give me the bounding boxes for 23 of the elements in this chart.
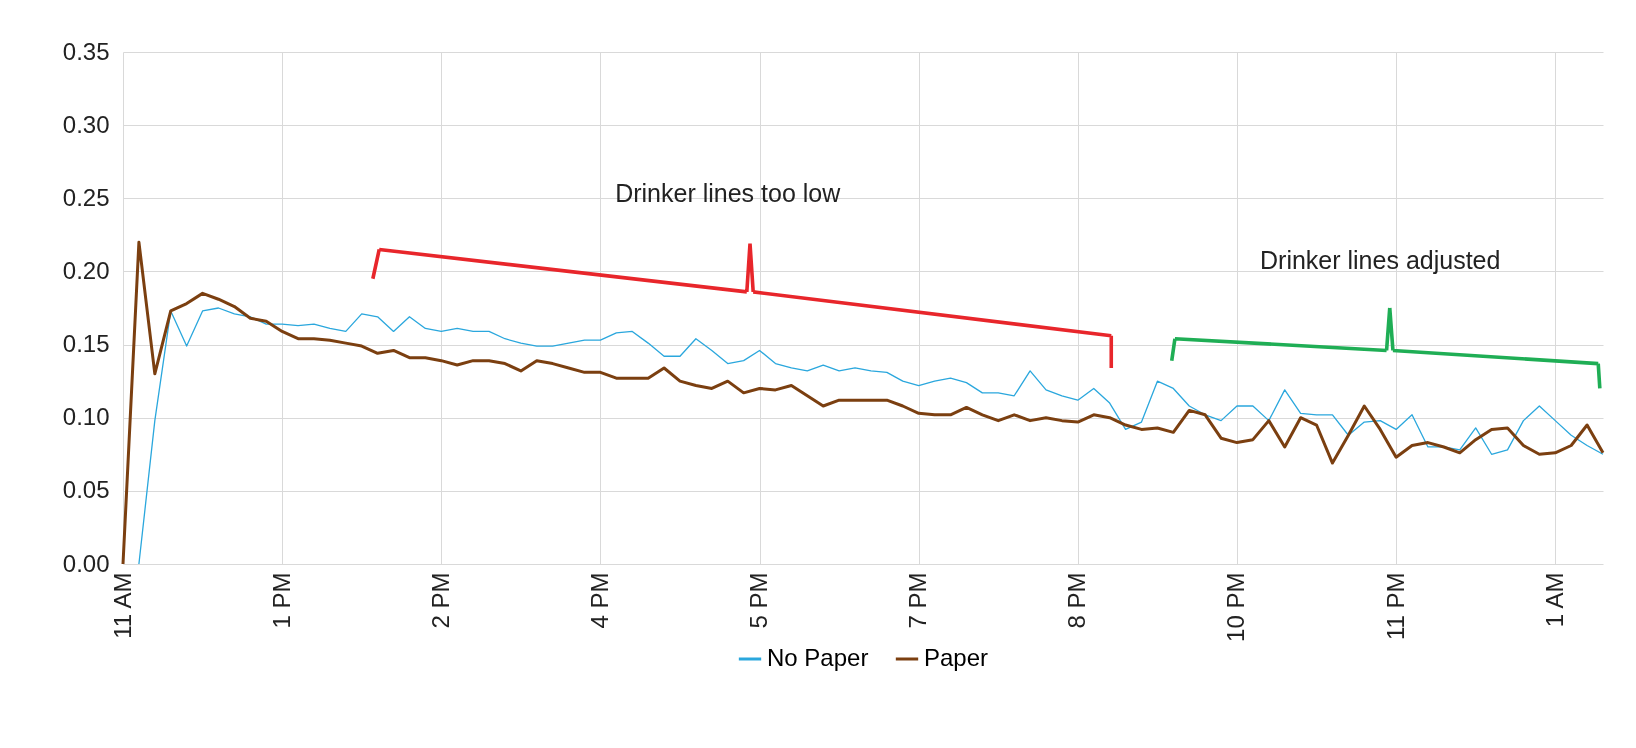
x-tick-label: 10 PM <box>1222 572 1250 642</box>
x-tick-label: 5 PM <box>745 572 773 629</box>
y-tick-label: 0.00 <box>62 549 110 577</box>
x-tick-label: 2 PM <box>426 572 454 629</box>
line-series <box>138 307 1604 565</box>
annotation: Drinker lines adjusted <box>1260 246 1501 275</box>
x-tick-label: 8 PM <box>1063 572 1091 629</box>
y-tick-label: 0.05 <box>62 476 110 504</box>
x-tick-label: 7 PM <box>904 572 932 629</box>
legend-label: No Paper <box>767 644 869 671</box>
x-tick-label: 4 PM <box>585 572 613 629</box>
annotation: Drinker lines too low <box>615 178 842 207</box>
y-tick-label: 0.10 <box>62 403 110 431</box>
y-tick-label: 0.20 <box>62 256 110 284</box>
y-tick-label: 0.30 <box>62 110 110 138</box>
legend-label: Paper <box>924 644 989 671</box>
x-tick-label: 11 AM <box>108 572 136 639</box>
x-tick-label: 1 AM <box>1540 572 1568 628</box>
y-tick-label: 0.15 <box>62 330 110 358</box>
y-tick-label: 0.35 <box>62 37 110 65</box>
x-tick-label: 1 PM <box>267 572 295 629</box>
x-tick-label: 11 PM <box>1381 572 1409 641</box>
y-tick-label: 0.25 <box>62 183 110 211</box>
